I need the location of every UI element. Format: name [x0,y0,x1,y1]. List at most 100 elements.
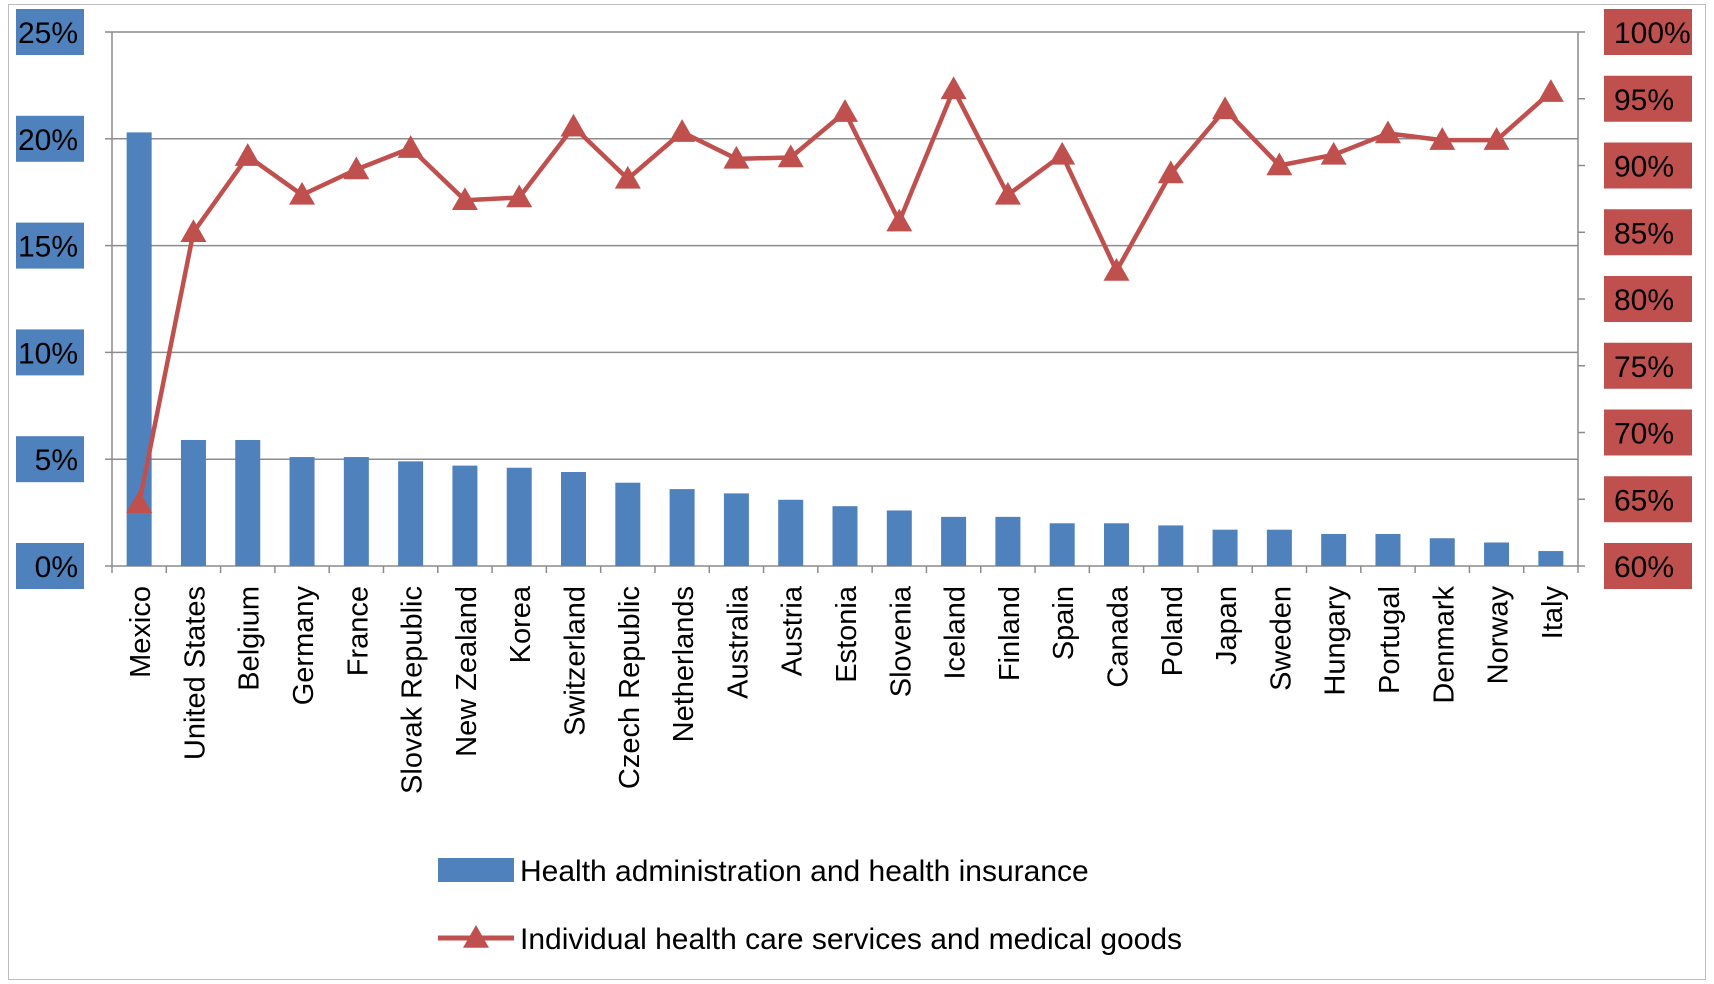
bar [235,439,261,566]
category-label: Italy [1537,586,1569,640]
category-label: Sweden [1265,586,1297,691]
right-tick-label: 95% [1614,84,1674,117]
triangle-marker [723,145,750,169]
triangle-marker [126,490,153,514]
triangle-marker [1212,96,1239,120]
category-label: Hungary [1320,586,1352,696]
triangle-marker [1537,79,1564,102]
category-label: Australia [722,585,754,699]
bar [778,499,804,566]
bar [615,482,641,566]
bar [561,472,587,566]
bar [832,506,858,566]
bar [506,467,532,566]
bar [1049,523,1075,566]
right-tick-label-bg [1604,209,1692,256]
legend-label: Individual health care services and medi… [520,923,1182,956]
triangle-marker [289,181,316,205]
category-label: Norway [1483,586,1515,685]
category-label: Finland [994,586,1026,681]
triangle-marker [451,187,478,210]
category-label: Estonia [831,585,863,683]
triangle-marker [994,181,1021,205]
triangle-marker [614,165,641,189]
triangle-marker [886,208,913,232]
category-label: Slovenia [885,585,917,697]
bar [1266,529,1292,566]
category-label: Japan [1211,586,1243,665]
legend-swatch-bar [438,858,514,882]
triangle-marker [397,135,424,158]
triangle-marker [1266,152,1293,176]
right-tick-label: 70% [1614,418,1674,451]
right-tick-label: 60% [1614,551,1674,584]
left-tick-label-bg [16,115,84,162]
category-label: Mexico [125,586,157,678]
left-tick-label-bg [16,543,84,589]
right-tick-label-bg [1604,476,1692,523]
triangle-marker [506,184,533,208]
category-label: Portugal [1374,586,1406,694]
right-tick-label: 80% [1614,284,1674,317]
bar [289,457,315,566]
left-tick-label-bg [16,9,84,55]
category-label: Austria [777,585,809,676]
triangle-marker [180,219,207,242]
legend-swatch-marker [463,925,489,948]
bar [1538,551,1564,566]
bar [1158,525,1184,566]
category-label: Canada [1102,585,1134,687]
right-tick-label: 100% [1614,17,1691,50]
bar [1103,523,1129,566]
bar [941,516,967,566]
left-tick-label: 20% [18,124,78,157]
category-label: Slovak Republic [397,586,429,794]
left-tick-label: 15% [18,231,78,264]
left-tick-label-bg [16,436,84,483]
bar [343,457,369,566]
category-label: Switzerland [560,586,592,736]
triangle-marker [1049,141,1076,165]
left-tick-label: 25% [18,17,78,50]
triangle-marker [832,99,858,122]
right-tick-label: 75% [1614,351,1674,384]
triangle-marker [1429,127,1456,150]
right-tick-label: 65% [1614,484,1674,517]
bar [1484,542,1510,566]
bar [886,510,912,566]
bar [1429,538,1455,566]
category-label: Poland [1157,586,1189,676]
triangle-marker [777,144,804,168]
triangle-marker [560,113,587,137]
left-tick-label-bg [16,329,84,376]
right-tick-label-bg [1604,342,1692,389]
right-tick-label: 90% [1614,151,1674,184]
bar [1375,533,1401,566]
triangle-marker [669,119,696,142]
right-tick-label-bg [1604,9,1692,55]
triangle-marker [234,143,261,166]
bar [1321,533,1347,566]
triangle-marker [1320,141,1347,165]
category-label: Denmark [1428,586,1460,704]
triangle-marker [343,156,370,180]
triangle-marker [1483,127,1510,150]
bar [995,516,1021,566]
category-label: United States [179,586,211,760]
triangle-marker [940,76,967,100]
right-tick-label-bg [1604,276,1692,322]
bar [180,439,206,566]
bar [723,493,749,566]
left-tick-label: 10% [18,337,78,370]
bar [669,489,695,566]
right-tick-label-bg [1604,142,1692,189]
category-label: Netherlands [668,586,700,742]
triangle-marker [1157,160,1184,184]
right-tick-label-bg [1604,75,1692,122]
left-tick-label: 5% [35,444,78,477]
category-label: Belgium [234,586,266,691]
bar [398,461,424,566]
category-label: France [342,586,374,676]
left-tick-label-bg [16,222,84,269]
